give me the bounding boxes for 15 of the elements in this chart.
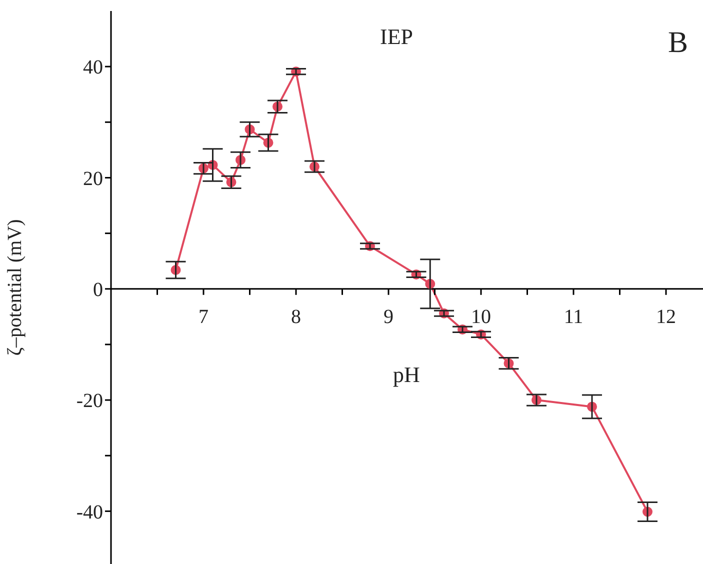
y-axis-title: ζ–potential (mV) — [4, 219, 26, 356]
annotation: IEP — [380, 24, 413, 50]
y-tick-label: 0 — [93, 278, 103, 301]
x-tick-label: 9 — [384, 306, 394, 328]
y-tick-label: -20 — [76, 390, 103, 412]
x-axis-title: pH — [393, 362, 420, 388]
y-tick-label: 40 — [83, 56, 103, 79]
annotation: B — [668, 26, 688, 60]
x-tick-label: 8 — [291, 306, 301, 328]
x-tick-label: 10 — [471, 306, 491, 328]
x-tick-label: 11 — [564, 306, 584, 328]
y-tick-label: -40 — [76, 501, 103, 524]
x-tick-label: 7 — [198, 306, 208, 328]
y-tick-label: 20 — [83, 168, 103, 190]
x-tick-label: 12 — [656, 306, 676, 328]
